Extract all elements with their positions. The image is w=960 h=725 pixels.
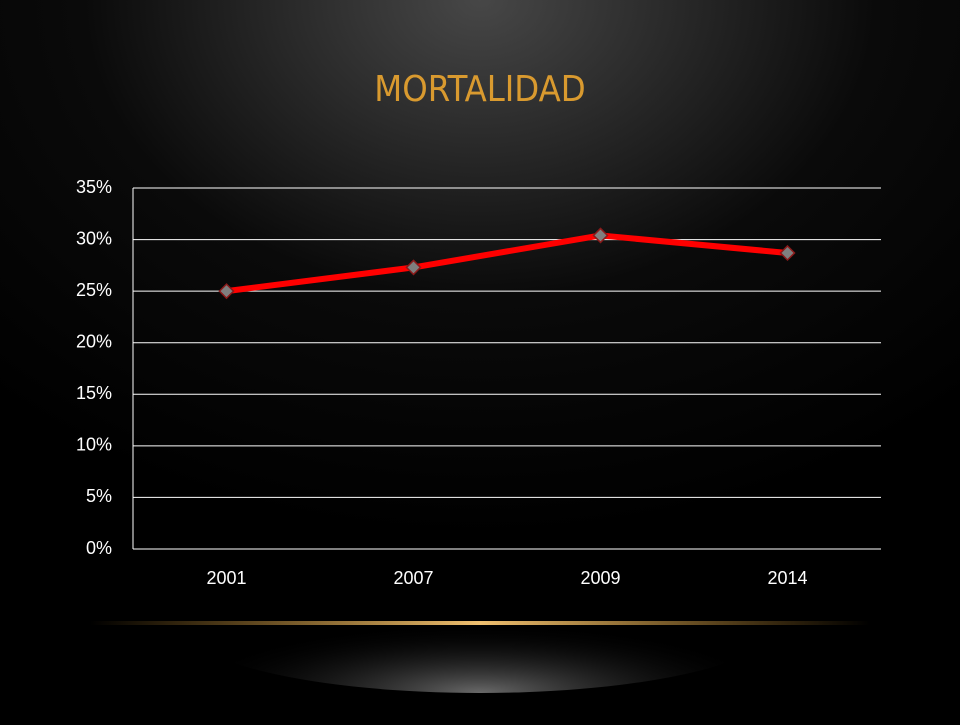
y-tick-label: 0% (86, 538, 112, 558)
y-tick-label: 35% (76, 177, 112, 197)
y-tick-label: 15% (76, 383, 112, 403)
y-tick-label: 25% (76, 280, 112, 300)
data-point (405, 259, 422, 276)
x-tick-label: 2014 (767, 568, 807, 588)
x-tick-label: 2007 (393, 568, 433, 588)
chart-title: MORTALIDAD (374, 69, 585, 110)
y-tick-label: 20% (76, 331, 112, 351)
data-point (218, 283, 235, 300)
data-point (592, 227, 609, 244)
y-tick-label: 5% (86, 486, 112, 506)
data-point (779, 244, 796, 262)
x-tick-label: 2001 (206, 568, 246, 588)
y-tick-label: 10% (76, 435, 112, 455)
y-tick-label: 30% (76, 228, 112, 248)
divider (90, 621, 870, 625)
x-tick-label: 2009 (580, 568, 620, 588)
data-line (226, 232, 788, 295)
